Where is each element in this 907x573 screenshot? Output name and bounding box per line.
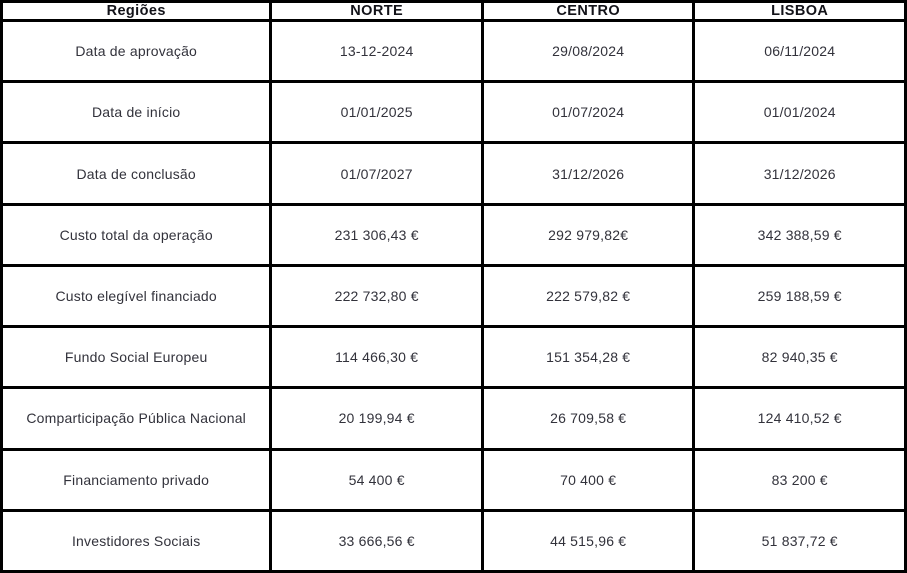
header-cell-norte: NORTE [269,0,484,22]
table-body: Data de aprovação 13-12-2024 29/08/2024 … [0,18,907,573]
cell-lisboa: 342 388,59 € [692,202,907,267]
cell-centro: 31/12/2026 [480,141,696,206]
cell-centro: 01/07/2024 [480,80,696,145]
header-cell-centro: CENTRO [480,0,696,22]
cell-centro: 292 979,82€ [480,202,696,267]
cell-lisboa: 01/01/2024 [692,80,907,145]
table-header: Regiões NORTE CENTRO LISBOA [0,0,907,22]
table-row-custo-total: Custo total da operação 231 306,43 € 292… [0,202,907,267]
cell-lisboa: 259 188,59 € [692,263,907,329]
header-cell-lisboa: LISBOA [692,0,907,22]
cell-lisboa: 51 837,72 € [692,508,907,573]
row-label: Fundo Social Europeu [0,325,273,390]
cell-norte: 231 306,43 € [269,202,484,267]
row-label: Custo total da operação [0,202,273,267]
cell-lisboa: 83 200 € [692,447,907,512]
table-row-data-inicio: Data de início 01/01/2025 01/07/2024 01/… [0,80,907,145]
header-row: Regiões NORTE CENTRO LISBOA [0,0,907,22]
row-label: Data de conclusão [0,141,273,206]
table-row-data-aprovacao: Data de aprovação 13-12-2024 29/08/2024 … [0,18,907,84]
row-label: Data de início [0,80,273,145]
cell-norte: 01/07/2027 [269,141,484,206]
cell-centro: 44 515,96 € [480,508,696,573]
cell-norte: 13-12-2024 [269,18,484,84]
row-label: Data de aprovação [0,18,273,84]
table-row-investidores-sociais: Investidores Sociais 33 666,56 € 44 515,… [0,508,907,573]
cell-centro: 26 709,58 € [480,386,696,451]
cell-norte: 01/01/2025 [269,80,484,145]
cell-norte: 54 400 € [269,447,484,512]
cell-lisboa: 82 940,35 € [692,325,907,390]
cell-centro: 70 400 € [480,447,696,512]
row-label: Custo elegível financiado [0,263,273,329]
cell-norte: 33 666,56 € [269,508,484,573]
cell-centro: 29/08/2024 [480,18,696,84]
cell-norte: 20 199,94 € [269,386,484,451]
cell-norte: 222 732,80 € [269,263,484,329]
table-row-data-conclusao: Data de conclusão 01/07/2027 31/12/2026 … [0,141,907,206]
cell-lisboa: 124 410,52 € [692,386,907,451]
cell-lisboa: 31/12/2026 [692,141,907,206]
row-label: Financiamento privado [0,447,273,512]
row-label: Comparticipação Pública Nacional [0,386,273,451]
table-row-comparticipacao: Comparticipação Pública Nacional 20 199,… [0,386,907,451]
header-cell-regioes: Regiões [0,0,273,22]
cell-centro: 222 579,82 € [480,263,696,329]
cell-lisboa: 06/11/2024 [692,18,907,84]
table-row-fundo-social: Fundo Social Europeu 114 466,30 € 151 35… [0,325,907,390]
row-label: Investidores Sociais [0,508,273,573]
cell-norte: 114 466,30 € [269,325,484,390]
table-row-financiamento-privado: Financiamento privado 54 400 € 70 400 € … [0,447,907,512]
table-row-custo-elegivel: Custo elegível financiado 222 732,80 € 2… [0,263,907,329]
cell-centro: 151 354,28 € [480,325,696,390]
